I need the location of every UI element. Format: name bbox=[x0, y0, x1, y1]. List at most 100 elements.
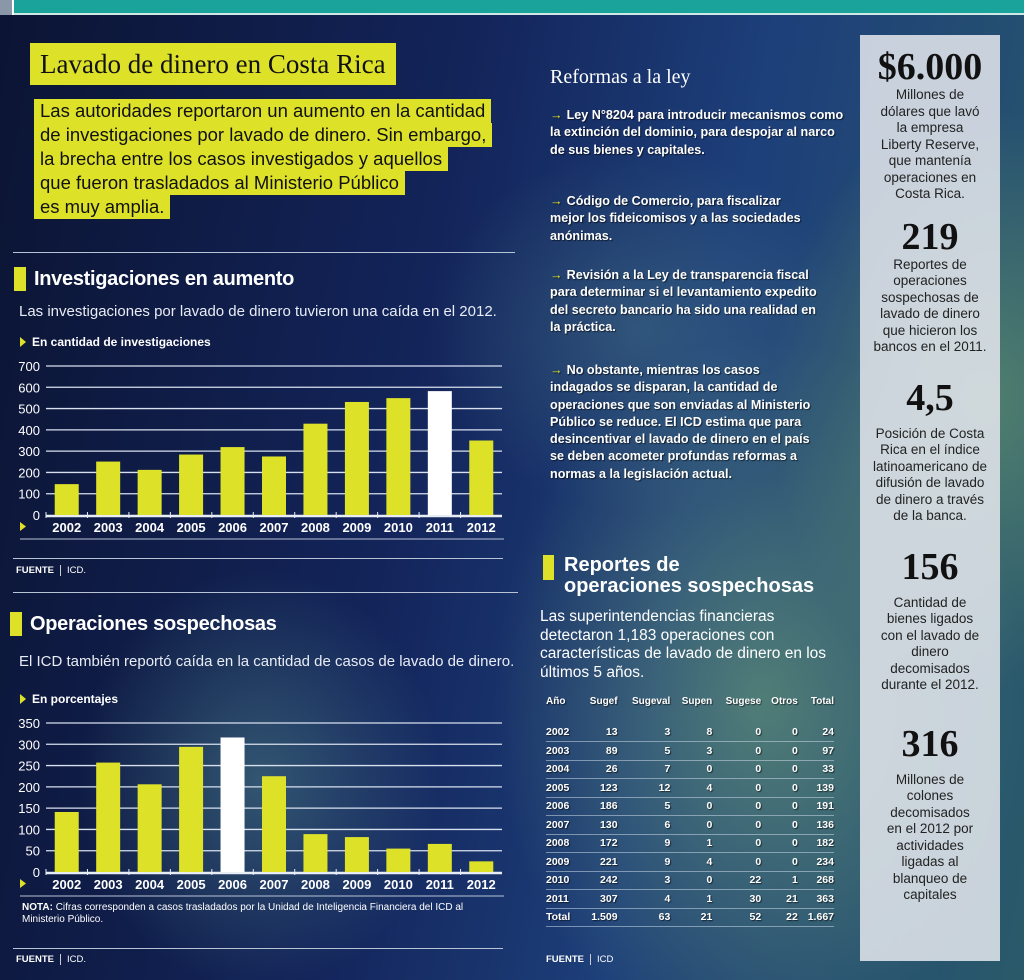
table-cell: 242 bbox=[579, 871, 618, 890]
triangle-icon bbox=[20, 522, 26, 531]
source-value: ICD bbox=[597, 954, 614, 965]
table-cell: 21 bbox=[761, 889, 798, 909]
bar-2011 bbox=[427, 391, 452, 515]
chart-unit-label: En cantidad de investigaciones bbox=[20, 335, 211, 349]
reform-item: → No obstante, mientras los casos indagad… bbox=[550, 362, 820, 483]
y-tick-label: 100 bbox=[18, 822, 40, 837]
table-cell: 182 bbox=[797, 834, 834, 853]
table-cell: Total bbox=[546, 908, 580, 927]
y-tick-label: 300 bbox=[18, 444, 40, 459]
intro-line: es muy amplia. bbox=[34, 195, 171, 219]
fact: 219 Reportes de operaciones sospechosas d… bbox=[860, 217, 1000, 356]
bar-2002 bbox=[54, 484, 79, 515]
reform-text: Ley N°8204 para introducir mecanismos co… bbox=[550, 108, 844, 157]
table-cell: 1 bbox=[670, 834, 713, 853]
bar-2009 bbox=[344, 401, 369, 515]
x-tick-label: 2006 bbox=[218, 877, 247, 892]
x-tick-label: 2012 bbox=[467, 877, 496, 892]
table-cell: 0 bbox=[761, 760, 798, 779]
x-tick-label: 2011 bbox=[426, 877, 454, 892]
table-cell: 5 bbox=[617, 741, 671, 761]
divider bbox=[13, 948, 503, 949]
table-cell: 1 bbox=[670, 889, 713, 909]
fact-value: 156 bbox=[901, 545, 959, 588]
table-cell: 2003 bbox=[546, 741, 580, 761]
unit-text: En cantidad de investigaciones bbox=[32, 335, 211, 349]
y-tick-label: 350 bbox=[18, 716, 40, 731]
table-cell: 0 bbox=[712, 760, 762, 779]
table-cell: 307 bbox=[579, 889, 618, 909]
table-cell: 4 bbox=[670, 778, 713, 798]
x-tick-label: 2007 bbox=[260, 520, 289, 535]
table-row: 2003 89 5 3 0 0 97 bbox=[546, 741, 834, 761]
table-cell: 0 bbox=[712, 815, 762, 835]
x-tick-label: 2006 bbox=[218, 520, 247, 535]
fact-text: Millones de dólares que lavó la empresa … bbox=[880, 87, 980, 201]
arrow-icon: → bbox=[550, 194, 563, 208]
table-cell: 0 bbox=[761, 778, 798, 798]
column-header: Sugef bbox=[589, 696, 618, 707]
table-cell: 136 bbox=[797, 815, 834, 835]
table-cell: 63 bbox=[617, 908, 671, 927]
table-cell: 2011 bbox=[546, 889, 580, 909]
table-cell: 2009 bbox=[546, 852, 580, 872]
x-tick-label: 2005 bbox=[177, 520, 206, 535]
fact-text: Cantidad de bienes ligados con el lavado… bbox=[880, 594, 980, 693]
x-tick-label: 2003 bbox=[94, 520, 123, 535]
bar-2002 bbox=[54, 811, 79, 872]
x-tick-label: 2012 bbox=[467, 520, 496, 535]
fact: 156 Cantidad de bienes ligados con el lav… bbox=[860, 547, 1000, 694]
x-tick-label: 2004 bbox=[135, 520, 165, 535]
operations-bar-chart: 0 50 100 150 200 250 300 350 2002 2003 2004 2005 200… bbox=[18, 716, 504, 897]
accent-bar bbox=[543, 555, 554, 580]
table-cell: 1 bbox=[761, 871, 798, 890]
fact: 316 Millones de colones decomisados en el… bbox=[860, 724, 1000, 904]
table-cell: 2004 bbox=[546, 760, 580, 779]
fact-value: $6.000 bbox=[877, 46, 983, 88]
y-tick-label: 100 bbox=[18, 487, 40, 502]
table-cell: 30 bbox=[712, 889, 762, 909]
section-operations-heading: Operaciones sospechosas bbox=[10, 612, 277, 636]
y-tick-label: 200 bbox=[18, 780, 40, 795]
x-tick-label: 2009 bbox=[342, 520, 371, 535]
reports-title: operaciones sospechosas bbox=[564, 575, 815, 597]
bar-2003 bbox=[96, 762, 121, 872]
reform-text: Código de Comercio, para fiscalizar mejo… bbox=[550, 194, 801, 243]
bar-2007 bbox=[262, 456, 286, 515]
section-investigations-heading: Investigaciones en aumento bbox=[14, 267, 294, 291]
bar-2012 bbox=[469, 440, 494, 515]
y-tick-label: 700 bbox=[18, 359, 40, 374]
table-cell: 221 bbox=[579, 852, 618, 872]
table-cell: 0 bbox=[761, 852, 798, 872]
reports-text: Las superintendencias financieras detect… bbox=[540, 608, 827, 681]
bar-2006 bbox=[220, 447, 245, 515]
table-cell: 9 bbox=[617, 852, 671, 872]
table-cell: 22 bbox=[712, 871, 762, 890]
bar-2006 bbox=[220, 737, 245, 872]
table-row: 2010 242 3 0 22 1 268 bbox=[546, 871, 834, 890]
arrow-icon: → bbox=[550, 363, 563, 377]
section-subtitle: Las investigaciones por lavado de dinero… bbox=[19, 303, 497, 320]
table-cell: 3 bbox=[617, 871, 671, 890]
arrow-icon: → bbox=[550, 268, 563, 282]
table-cell: 6 bbox=[617, 815, 671, 835]
divider bbox=[13, 592, 518, 593]
bar-2003 bbox=[96, 461, 121, 515]
y-tick-label: 500 bbox=[18, 402, 40, 417]
column-header: Año bbox=[546, 696, 566, 707]
fact: $6.000 Millones de dólares que lavó la em… bbox=[860, 47, 1000, 203]
y-tick-label: 0 bbox=[33, 865, 40, 880]
table-cell: 21 bbox=[670, 908, 713, 927]
reform-item: → Ley N°8204 para introducir mecanismos c… bbox=[550, 107, 850, 159]
bar-2005 bbox=[179, 454, 204, 515]
y-tick-label: 300 bbox=[18, 737, 40, 752]
table-cell: 0 bbox=[712, 852, 762, 872]
y-tick-label: 150 bbox=[18, 801, 40, 816]
total-row: Total 1.509 63 21 52 22 1.667 bbox=[546, 908, 834, 927]
source-label: FUENTE bbox=[546, 954, 591, 965]
table-row: 2006 186 5 0 0 0 191 bbox=[546, 797, 834, 816]
table-cell: 363 bbox=[797, 889, 834, 909]
bar-2010 bbox=[386, 848, 411, 872]
table-cell: 0 bbox=[712, 778, 762, 798]
reports-heading: Reportes de operaciones sospechosas bbox=[543, 555, 814, 597]
